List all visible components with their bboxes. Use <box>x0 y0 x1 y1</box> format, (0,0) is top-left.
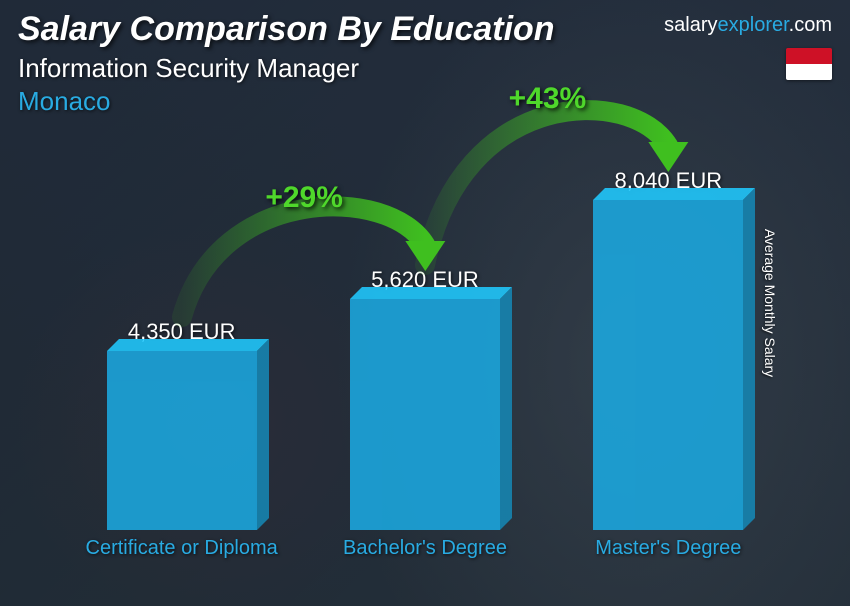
brand-part2: explorer <box>718 14 789 36</box>
bar-category-label: Master's Degree <box>568 536 768 588</box>
y-axis-label: Average Monthly Salary <box>762 229 778 377</box>
bar-side-face <box>257 339 269 530</box>
brand-logo: salaryexplorer.com <box>664 14 832 37</box>
page-location: Monaco <box>18 86 832 117</box>
arrow-arc-icon <box>182 206 425 317</box>
arrow-head-icon <box>648 142 688 172</box>
bar <box>107 351 257 530</box>
page-subtitle: Information Security Manager <box>18 53 832 84</box>
flag-top-stripe <box>786 48 832 64</box>
percentage-increase-label: +29% <box>265 181 343 215</box>
labels-container: Certificate or Diploma Bachelor's Degree M… <box>60 536 790 588</box>
bar-category-label: Bachelor's Degree <box>325 536 525 588</box>
bar-side-face <box>500 287 512 530</box>
bar-side-face <box>743 188 755 530</box>
increase-arrow: +29% <box>162 175 445 357</box>
brand-part3: .com <box>789 14 832 36</box>
bar-category-label: Certificate or Diploma <box>82 536 282 588</box>
flag-bottom-stripe <box>786 64 832 80</box>
brand-part1: salary <box>664 14 717 36</box>
arrow-arc-icon <box>425 110 668 265</box>
country-flag-icon <box>786 48 832 80</box>
